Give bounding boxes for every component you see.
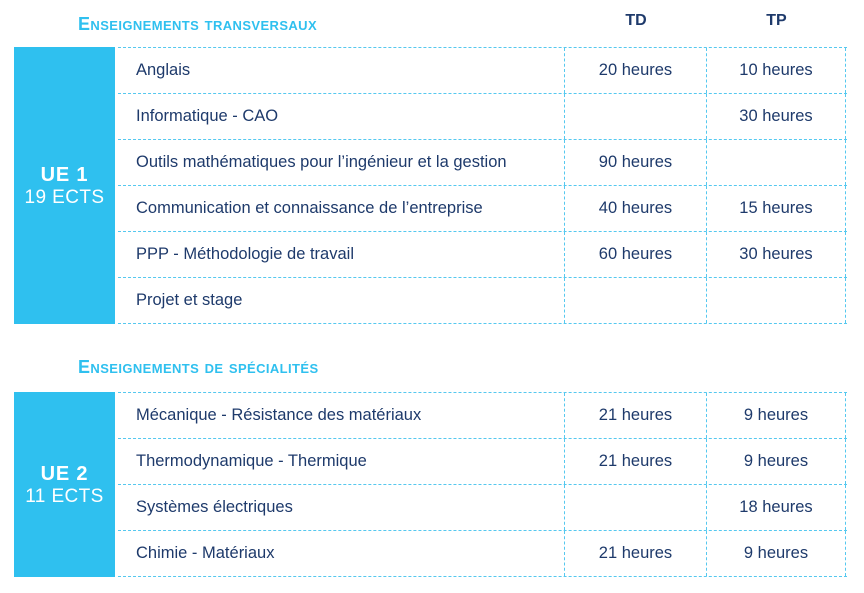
td-hours-cell: 20 heures bbox=[565, 48, 707, 93]
table-ue1-rows: Anglais 20 heures 10 heures Informatique… bbox=[118, 47, 847, 324]
ue1-ects: 19 ECTS bbox=[24, 186, 105, 208]
table-row: Communication et connaissance de l’entre… bbox=[118, 186, 847, 232]
tp-hours-cell bbox=[707, 140, 846, 185]
subject-cell: Projet et stage bbox=[118, 278, 565, 323]
table-ue2-rows: Mécanique - Résistance des matériaux 21 … bbox=[118, 392, 847, 577]
tp-hours-cell: 9 heures bbox=[707, 531, 846, 576]
table-row: Systèmes électriques 18 heures bbox=[118, 485, 847, 531]
tp-hours-cell: 9 heures bbox=[707, 393, 846, 438]
subject-cell: Outils mathématiques pour l’ingénieur et… bbox=[118, 140, 565, 185]
ue1-block: UE 1 19 ECTS bbox=[14, 47, 115, 324]
ue1-code: UE 1 bbox=[40, 163, 89, 186]
td-hours-cell bbox=[565, 485, 707, 530]
ue2-code: UE 2 bbox=[40, 462, 89, 485]
tp-hours-cell bbox=[707, 278, 846, 323]
table-ue2: UE 2 11 ECTS Mécanique - Résistance des … bbox=[14, 392, 847, 577]
td-hours-cell: 21 heures bbox=[565, 393, 707, 438]
subject-cell: Thermodynamique - Thermique bbox=[118, 439, 565, 484]
column-header-tp: TP bbox=[766, 12, 787, 29]
td-hours-cell: 21 heures bbox=[565, 531, 707, 576]
subject-cell: Mécanique - Résistance des matériaux bbox=[118, 393, 565, 438]
ue2-block: UE 2 11 ECTS bbox=[14, 392, 115, 577]
table-row: PPP - Méthodologie de travail 60 heures … bbox=[118, 232, 847, 278]
tp-hours-cell: 9 heures bbox=[707, 439, 846, 484]
tp-hours-cell: 10 heures bbox=[707, 48, 846, 93]
tp-hours-cell: 18 heures bbox=[707, 485, 846, 530]
td-hours-cell bbox=[565, 278, 707, 323]
table-row: Outils mathématiques pour l’ingénieur et… bbox=[118, 140, 847, 186]
subject-cell: Chimie - Matériaux bbox=[118, 531, 565, 576]
td-hours-cell: 60 heures bbox=[565, 232, 707, 277]
table-row: Thermodynamique - Thermique 21 heures 9 … bbox=[118, 439, 847, 485]
column-header-td: TD bbox=[625, 12, 647, 29]
tp-hours-cell: 30 heures bbox=[707, 94, 846, 139]
td-hours-cell: 90 heures bbox=[565, 140, 707, 185]
subject-cell: Systèmes électriques bbox=[118, 485, 565, 530]
table-ue1: UE 1 19 ECTS Anglais 20 heures 10 heures… bbox=[14, 47, 847, 324]
subject-cell: PPP - Méthodologie de travail bbox=[118, 232, 565, 277]
table-row: Anglais 20 heures 10 heures bbox=[118, 48, 847, 94]
td-hours-cell bbox=[565, 94, 707, 139]
subject-cell: Communication et connaissance de l’entre… bbox=[118, 186, 565, 231]
td-hours-cell: 40 heures bbox=[565, 186, 707, 231]
table-row: Mécanique - Résistance des matériaux 21 … bbox=[118, 393, 847, 439]
td-hours-cell: 21 heures bbox=[565, 439, 707, 484]
table-row: Informatique - CAO 30 heures bbox=[118, 94, 847, 140]
section-title-transversaux: Enseignements transversaux bbox=[78, 14, 318, 34]
subject-cell: Informatique - CAO bbox=[118, 94, 565, 139]
subject-cell: Anglais bbox=[118, 48, 565, 93]
section-title-specialites: Enseignements de spécialités bbox=[78, 357, 319, 377]
table-row: Chimie - Matériaux 21 heures 9 heures bbox=[118, 531, 847, 577]
ue2-ects: 11 ECTS bbox=[25, 485, 104, 507]
table-row: Projet et stage bbox=[118, 278, 847, 324]
tp-hours-cell: 15 heures bbox=[707, 186, 846, 231]
tp-hours-cell: 30 heures bbox=[707, 232, 846, 277]
